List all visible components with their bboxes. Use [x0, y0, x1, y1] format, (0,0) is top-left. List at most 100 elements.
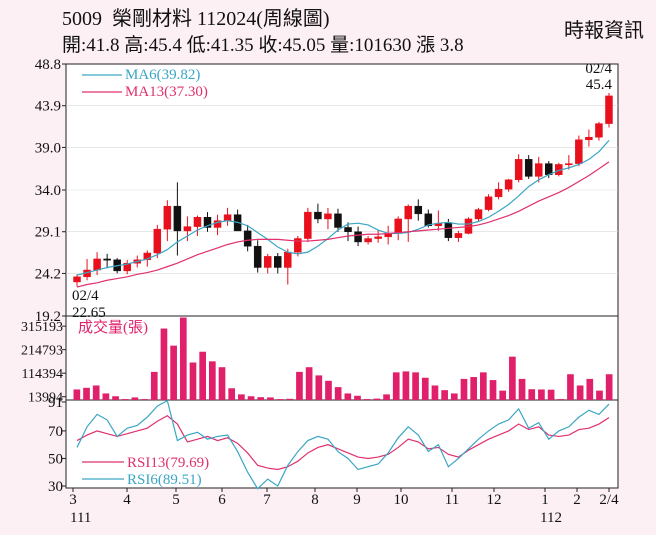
volume-bar [102, 393, 110, 400]
quote-summary: 開:41.8 高:45.4 低:41.35 收:45.05 量:101630 漲… [62, 35, 464, 56]
candle-up [504, 179, 513, 190]
candle-up [294, 238, 302, 253]
close-value: 45.05 [282, 35, 326, 56]
stock-name: 榮剛材料 [112, 8, 192, 30]
candle-up [263, 256, 272, 268]
candle-down [344, 227, 352, 232]
high-value: 45.4 [148, 35, 182, 56]
candle-down [173, 205, 182, 232]
candle-up [193, 216, 202, 227]
volume-bar [92, 385, 100, 400]
x-tick-label: 3 [69, 492, 77, 508]
candle-down [414, 205, 423, 215]
volume-bar [470, 377, 477, 400]
volume-bar [238, 394, 245, 400]
volume-bar [421, 377, 429, 400]
candle-up [394, 218, 402, 234]
volume-bar [141, 399, 148, 400]
x-tick-label: 11 [445, 492, 459, 508]
x-tick-label: 2 [573, 492, 581, 508]
candle-up [404, 205, 412, 220]
x-tick-label: 2/4 [599, 492, 619, 508]
x-tick-label: 12 [487, 492, 502, 508]
x-tick-label: 4 [123, 492, 131, 508]
x-tick-label: 7 [263, 492, 271, 508]
candle-up [73, 276, 81, 283]
volume-bar [344, 393, 352, 400]
candle-down [203, 216, 212, 228]
volume-bar [576, 385, 584, 400]
x-tick-label: 10 [394, 492, 409, 508]
volume-bar [412, 372, 419, 400]
candle-up [575, 139, 583, 164]
x-tick-label: 1 [541, 492, 549, 508]
volume-bar [392, 372, 400, 400]
rsi-tick-label: 91 [48, 395, 63, 411]
volume-bar [354, 395, 361, 400]
source-label: 時報資訊 [564, 20, 644, 42]
price-tick-label: 48.8 [35, 57, 61, 73]
volume-bar [596, 390, 603, 400]
volume-bar [441, 390, 448, 400]
rsi-panel [65, 399, 619, 489]
rsi-tick-label: 50 [48, 451, 63, 467]
candle-down [243, 230, 252, 247]
volume-bar [267, 397, 274, 400]
price-tick-label: 19.2 [35, 309, 61, 325]
volume-bar [257, 397, 265, 400]
rsi-legend-label: RSI6(89.51) [127, 472, 202, 488]
stock-code: 5009 [62, 8, 102, 30]
rsi-tick-label: 70 [48, 424, 63, 440]
volume-bar [480, 372, 487, 400]
chart-date: 112024(周線圖) [197, 8, 330, 30]
volume-bar [199, 351, 206, 400]
volume-bar [325, 380, 332, 400]
price-tick-label: 34.0 [35, 183, 61, 199]
candle-up [374, 236, 382, 239]
volume-bar [334, 387, 342, 400]
volume-bar [567, 374, 574, 400]
candle-up [93, 258, 101, 271]
ma-line-ma6 [76, 140, 610, 276]
candle-up [284, 251, 292, 268]
volume-bar [83, 387, 90, 400]
candle-down [424, 213, 433, 227]
volume-bar [150, 371, 158, 400]
volume-bar [189, 362, 197, 400]
candle-up [324, 213, 332, 220]
year-label: 111 [70, 510, 91, 526]
volume-bar [460, 378, 468, 400]
rsi-legend-label: RSI13(79.69) [127, 455, 209, 471]
volume-bar [509, 356, 516, 400]
candle-down [354, 231, 362, 243]
price-tick-label: 29.1 [35, 225, 61, 241]
candle-down [524, 159, 533, 177]
candle-up [123, 262, 131, 272]
x-tick-label: 8 [311, 492, 319, 508]
volume-bar [557, 399, 565, 400]
change-value: 3.8 [439, 35, 464, 56]
price-tick-label: 39.0 [35, 140, 61, 156]
candle-up [143, 252, 152, 261]
low-value: 41.35 [210, 35, 254, 56]
candle-up [163, 205, 172, 230]
legend-label: MA13(37.30) [125, 84, 208, 100]
volume-bar [499, 390, 507, 400]
candle-up [153, 228, 162, 254]
candle-up [474, 209, 483, 220]
candle-up [534, 163, 543, 177]
volume-bar [276, 399, 284, 400]
volume-bar [247, 396, 255, 400]
candle-down [314, 211, 322, 220]
x-tick-label: 9 [353, 492, 361, 508]
volume-bar [73, 389, 81, 400]
rsi-line-rsi6 [76, 399, 610, 490]
candle-down [103, 258, 111, 261]
volume-bar [605, 374, 613, 400]
volume-bar [315, 375, 323, 400]
candle-down [274, 256, 282, 268]
volume-bar [402, 371, 410, 400]
volume-tick-label: 13994 [28, 391, 63, 406]
volume-bar [547, 389, 555, 400]
